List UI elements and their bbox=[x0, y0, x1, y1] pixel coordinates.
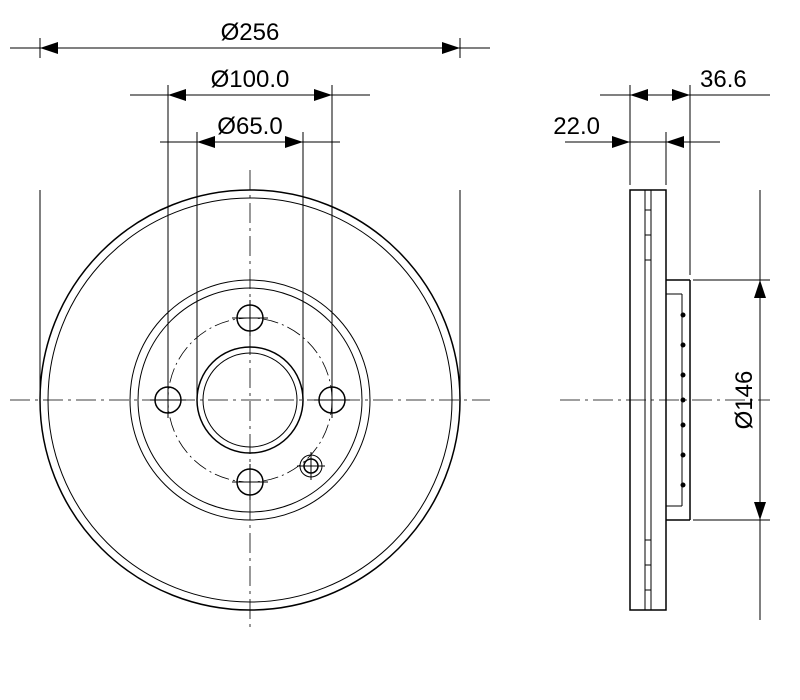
dim-65-label: Ø65.0 bbox=[217, 113, 282, 140]
dim-146-label: Ø146 bbox=[731, 371, 758, 430]
dim-146: Ø146 bbox=[693, 190, 770, 620]
dim-366-label: 36.6 bbox=[700, 66, 747, 93]
front-view bbox=[10, 170, 490, 630]
technical-drawing: Ø256 Ø100.0 Ø65.0 bbox=[0, 0, 800, 700]
dim-22: 22.0 bbox=[553, 113, 720, 185]
dim-366: 36.6 bbox=[600, 66, 770, 275]
dim-256-label: Ø256 bbox=[221, 19, 280, 46]
dim-22-label: 22.0 bbox=[553, 113, 600, 140]
dim-100-label: Ø100.0 bbox=[211, 66, 290, 93]
